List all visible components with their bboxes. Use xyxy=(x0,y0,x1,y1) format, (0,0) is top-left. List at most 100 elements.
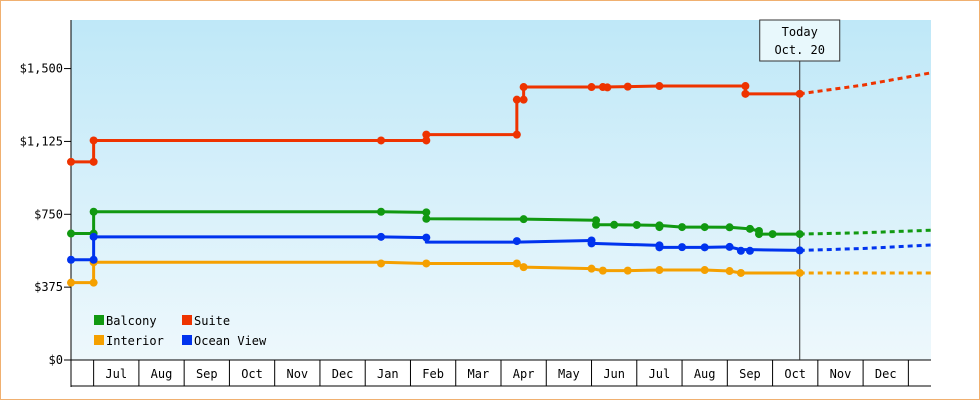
series-suite xyxy=(67,71,932,166)
data-point xyxy=(422,214,431,223)
data-point xyxy=(422,130,431,139)
series-projection-suite xyxy=(799,71,932,96)
x-tick-label: May xyxy=(558,367,580,381)
data-point xyxy=(422,259,431,268)
today-date: Oct. 20 xyxy=(774,43,825,57)
y-tick-label: $1,500 xyxy=(20,62,63,76)
data-point xyxy=(519,263,528,272)
y-tick-label: $750 xyxy=(34,207,63,221)
legend-swatch-ocean-view xyxy=(182,335,192,345)
data-point xyxy=(377,232,386,241)
data-point xyxy=(745,246,754,255)
data-point xyxy=(512,259,521,268)
data-point xyxy=(89,278,98,287)
data-point xyxy=(610,220,619,229)
data-point xyxy=(795,246,804,255)
today-label: Today xyxy=(782,25,818,39)
data-point xyxy=(519,95,528,104)
x-tick-label: Oct xyxy=(241,367,263,381)
data-point xyxy=(741,82,750,91)
data-point xyxy=(89,157,98,166)
data-point xyxy=(587,264,596,273)
series-projection-ocean-view xyxy=(799,243,932,252)
legend-swatch-balcony xyxy=(94,315,104,325)
legend: Balcony Suite Interior Ocean View xyxy=(94,314,267,348)
series-layer xyxy=(67,71,932,287)
legend-swatch-suite xyxy=(182,315,192,325)
data-point xyxy=(89,136,98,145)
data-point xyxy=(512,130,521,139)
series-ocean-view xyxy=(67,232,932,264)
x-tick-label: Nov xyxy=(286,367,308,381)
data-point xyxy=(587,239,596,248)
x-tick-label: Aug xyxy=(151,367,173,381)
data-point xyxy=(512,95,521,104)
x-tick-label: Feb xyxy=(422,367,444,381)
legend-label-interior: Interior xyxy=(106,334,164,348)
x-tick-label: Oct xyxy=(784,367,806,381)
data-point xyxy=(678,243,687,252)
data-point xyxy=(623,82,632,91)
data-point xyxy=(655,243,664,252)
x-tick-label: Mar xyxy=(468,367,490,381)
series-interior xyxy=(67,258,931,287)
x-tick-label: Nov xyxy=(830,367,852,381)
data-point xyxy=(519,215,528,224)
x-tick-label: Jun xyxy=(603,367,625,381)
data-point xyxy=(89,255,98,264)
data-point xyxy=(603,83,612,92)
legend-label-ocean-view: Ocean View xyxy=(194,334,267,348)
data-point xyxy=(67,278,75,287)
data-point xyxy=(623,266,632,275)
x-tick-label: Jan xyxy=(377,367,399,381)
legend-swatch-interior xyxy=(94,335,104,345)
data-point xyxy=(725,267,734,276)
x-tick-label: Apr xyxy=(513,367,535,381)
x-tick-label: Sep xyxy=(739,367,761,381)
x-tick-label: Dec xyxy=(332,367,354,381)
y-tick-label: $0 xyxy=(49,353,63,367)
data-point xyxy=(700,243,709,252)
data-point xyxy=(89,207,98,216)
data-point xyxy=(795,268,804,277)
plot-background xyxy=(71,20,931,360)
legend-label-suite: Suite xyxy=(194,314,230,328)
data-point xyxy=(377,207,386,216)
data-point xyxy=(67,229,75,238)
x-tick-label: Aug xyxy=(694,367,716,381)
data-point xyxy=(592,220,601,229)
data-point xyxy=(725,242,734,251)
data-point xyxy=(512,237,521,246)
data-point xyxy=(655,266,664,275)
data-point xyxy=(519,83,528,92)
data-point xyxy=(700,266,709,275)
data-point xyxy=(768,230,777,239)
data-point xyxy=(655,223,664,232)
data-point xyxy=(587,83,596,92)
data-point xyxy=(736,246,745,255)
y-tick-label: $1,125 xyxy=(20,134,63,148)
data-point xyxy=(700,223,709,232)
data-point xyxy=(725,223,734,232)
data-point xyxy=(89,232,98,241)
data-point xyxy=(741,89,750,98)
data-point xyxy=(678,223,687,232)
series-projection-balcony xyxy=(799,228,932,236)
y-axis: $0 $375 $750 $1,125 $1,500 xyxy=(20,20,72,387)
data-point xyxy=(422,208,431,217)
x-tick-label: Dec xyxy=(875,367,897,381)
data-point xyxy=(598,266,607,275)
x-axis: Jul Aug Sep Oct Nov Dec Jan Feb Mar Apr May Jun Jul A… xyxy=(71,359,931,387)
data-point xyxy=(736,268,745,277)
data-point xyxy=(655,82,664,91)
x-tick-label: Sep xyxy=(196,367,218,381)
data-point xyxy=(422,233,431,242)
today-box xyxy=(759,19,841,62)
x-tick-label: Jul xyxy=(649,367,671,381)
data-point xyxy=(795,89,804,98)
data-point xyxy=(377,259,386,268)
legend-label-balcony: Balcony xyxy=(106,314,157,328)
data-point xyxy=(422,136,431,145)
data-point xyxy=(745,224,754,233)
